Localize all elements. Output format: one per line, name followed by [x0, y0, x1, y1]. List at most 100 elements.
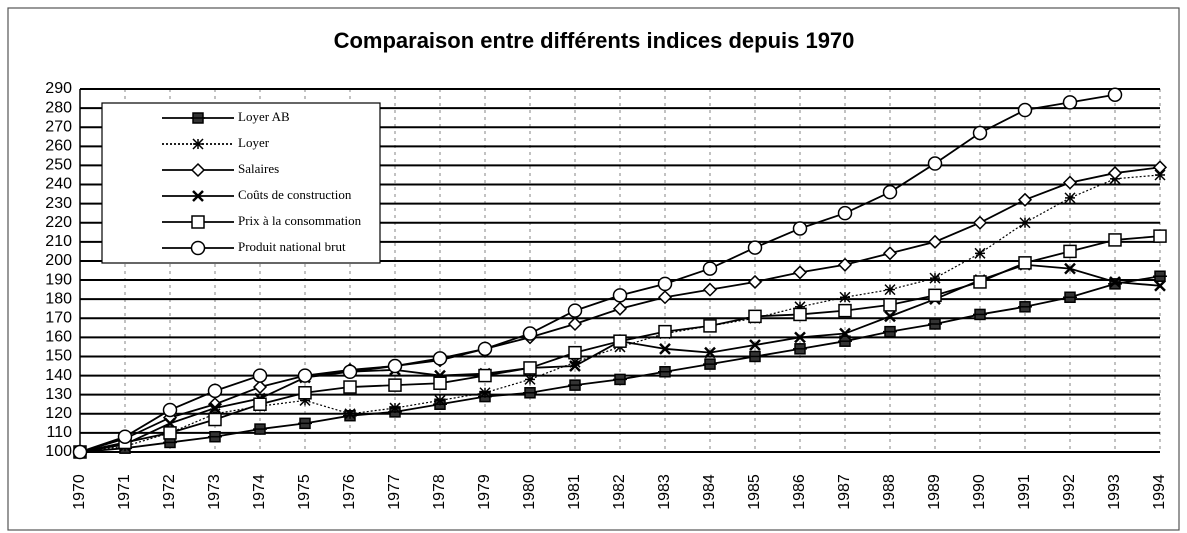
marker	[1018, 301, 1032, 313]
marker-part	[72, 444, 88, 460]
y-tick-label: 230	[45, 195, 72, 212]
y-tick-label: 170	[45, 309, 72, 326]
legend-label: Coûts de construction	[238, 187, 352, 202]
marker	[569, 360, 581, 372]
marker	[613, 373, 627, 386]
x-tick-label: 1979	[476, 474, 493, 510]
marker-part	[793, 307, 807, 322]
y-tick-label: 220	[45, 214, 72, 231]
x-tick-label: 1973	[206, 474, 223, 510]
marker-part	[1063, 244, 1077, 259]
marker-part	[703, 319, 717, 333]
marker	[1064, 192, 1076, 204]
x-tick-label: 1970	[71, 474, 88, 510]
y-tick-label: 260	[45, 138, 72, 155]
marker-part	[659, 342, 671, 355]
y-tick-label: 120	[45, 405, 72, 422]
marker-part	[702, 261, 718, 276]
marker-part	[190, 240, 206, 256]
marker	[163, 426, 177, 440]
marker	[703, 319, 717, 333]
marker-part	[838, 303, 852, 318]
marker	[389, 402, 401, 414]
x-tick-label: 1988	[881, 474, 898, 510]
x-tick-label: 1977	[386, 474, 403, 510]
marker	[432, 351, 448, 366]
marker-part	[882, 246, 898, 261]
y-tick-label: 240	[45, 176, 72, 193]
marker	[192, 190, 204, 202]
marker-part	[207, 397, 223, 412]
marker	[209, 402, 221, 414]
marker	[207, 397, 223, 412]
marker	[973, 308, 987, 321]
marker	[1019, 217, 1031, 229]
x-tick-label: 1982	[611, 474, 628, 510]
x-tick-label: 1985	[746, 474, 763, 510]
marker	[792, 221, 808, 236]
marker	[792, 265, 808, 280]
marker	[749, 339, 761, 351]
marker	[702, 282, 718, 297]
marker	[1108, 233, 1122, 247]
marker	[117, 429, 133, 444]
legend	[101, 102, 381, 264]
marker	[1153, 270, 1167, 282]
marker	[1153, 229, 1167, 243]
marker	[883, 298, 897, 312]
marker-part	[477, 341, 493, 357]
marker	[298, 386, 312, 400]
y-tick-label: 290	[45, 80, 72, 97]
marker	[253, 423, 267, 435]
y-tick-label: 140	[45, 367, 72, 384]
x-tick-label: 1987	[836, 474, 853, 510]
marker	[1107, 87, 1123, 102]
marker	[794, 331, 806, 344]
y-tick-label: 200	[45, 252, 72, 269]
marker-part	[209, 402, 221, 414]
marker	[658, 366, 672, 378]
marker	[884, 284, 896, 296]
marker	[793, 307, 807, 322]
y-tick-label: 150	[45, 348, 72, 365]
marker-part	[657, 290, 673, 305]
marker-part	[792, 221, 808, 236]
marker	[1062, 95, 1078, 110]
legend-label: Loyer	[238, 135, 270, 150]
marker-part	[569, 360, 581, 372]
marker-part	[612, 301, 628, 316]
marker	[838, 303, 852, 318]
marker	[974, 247, 986, 259]
x-tick-label: 1989	[926, 474, 943, 510]
marker	[298, 417, 312, 430]
x-tick-label: 1992	[1061, 474, 1078, 510]
marker	[1064, 262, 1076, 275]
marker	[612, 288, 628, 303]
marker-part	[522, 326, 538, 341]
marker-part	[208, 412, 222, 427]
marker	[567, 303, 583, 318]
marker	[208, 430, 222, 443]
marker	[523, 361, 537, 375]
marker	[388, 378, 402, 392]
marker-part	[567, 303, 583, 318]
marker	[613, 334, 627, 348]
marker	[702, 261, 718, 276]
marker-part	[1062, 175, 1078, 190]
marker-part	[657, 276, 673, 292]
y-tick-label: 270	[45, 118, 72, 135]
marker	[748, 350, 762, 363]
marker-part	[792, 265, 808, 280]
marker	[568, 345, 582, 360]
marker	[1109, 276, 1121, 288]
marker	[190, 240, 206, 256]
marker	[972, 125, 988, 141]
marker-part	[433, 376, 447, 390]
y-tick-label: 180	[45, 290, 72, 307]
marker	[191, 112, 205, 124]
marker	[72, 444, 88, 460]
marker-part	[190, 162, 206, 178]
marker-part	[837, 205, 853, 221]
marker	[434, 394, 446, 406]
